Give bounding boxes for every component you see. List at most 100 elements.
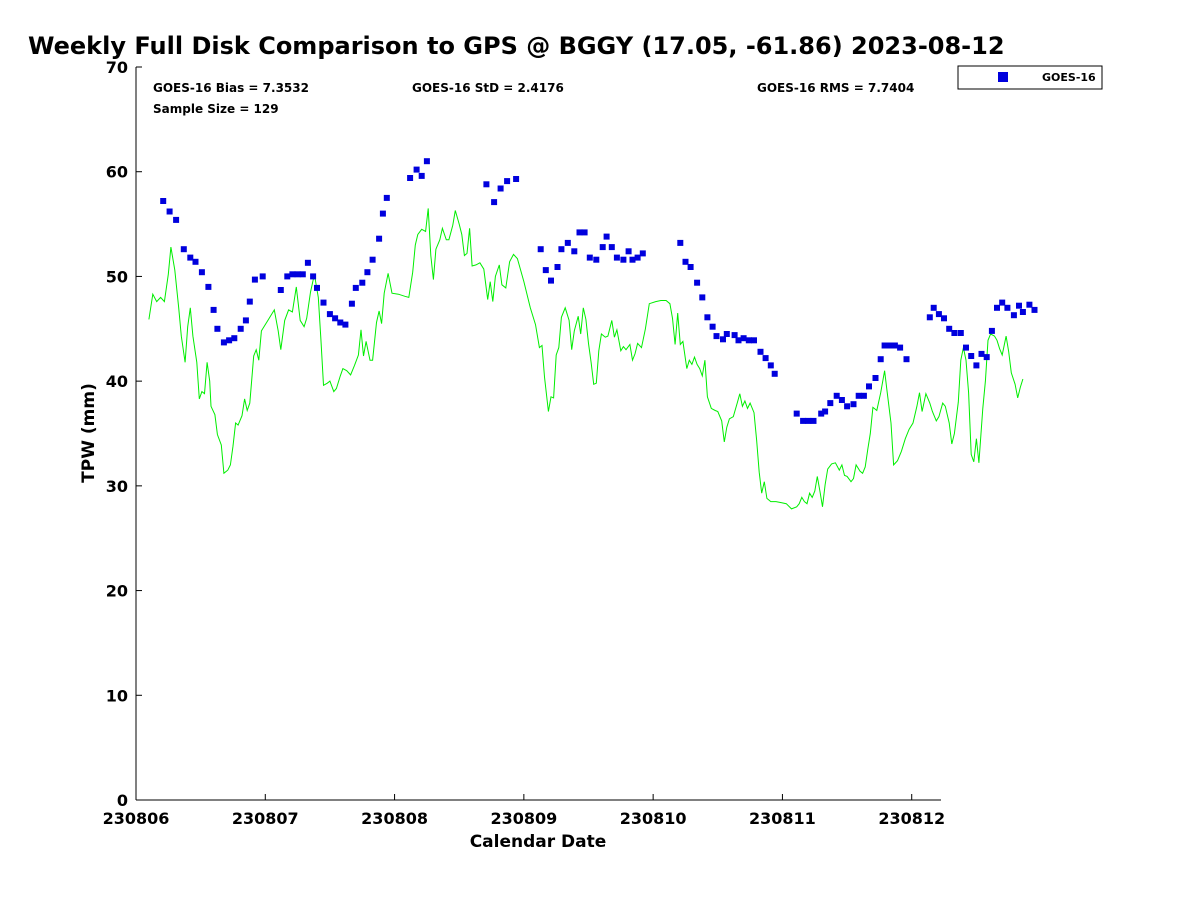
goes16-point <box>310 273 317 280</box>
goes16-point <box>299 271 306 278</box>
goes16-point <box>620 256 627 263</box>
plot-area: 0 10 20 30 40 50 60 70 230806 230807 230808 230809… <box>103 58 1038 828</box>
goes16-point <box>818 410 825 417</box>
goes16-point <box>881 342 888 349</box>
goes16-point <box>800 417 807 424</box>
goes16-point <box>713 333 720 340</box>
x-tick-label: 230806 <box>103 809 170 828</box>
goes16-point <box>793 410 800 417</box>
goes16-point <box>242 317 249 324</box>
goes16-point <box>1004 304 1011 311</box>
goes16-point <box>603 233 610 240</box>
goes16-point <box>751 337 757 344</box>
goes16-point <box>513 176 520 182</box>
goes16-point <box>359 279 366 286</box>
goes16-point <box>497 185 504 192</box>
y-tick-label: 10 <box>106 686 128 705</box>
goes16-point <box>827 400 834 407</box>
goes16-point <box>284 273 291 280</box>
goes16-point <box>423 158 430 165</box>
goes16-point <box>745 337 752 344</box>
goes16-point <box>504 178 511 185</box>
goes16-point <box>983 354 990 361</box>
x-axis-label: Calendar Date <box>470 832 607 852</box>
stat-rms: GOES-16 RMS = 7.7404 <box>757 81 914 95</box>
goes16-point <box>1019 309 1026 315</box>
goes16-point <box>838 397 845 403</box>
goes16-point <box>757 348 764 355</box>
goes16-point <box>930 304 937 311</box>
goes16-point <box>483 181 490 188</box>
goes16-point <box>491 199 498 206</box>
goes16-point <box>348 300 355 307</box>
goes16-point <box>771 370 778 377</box>
goes16-point <box>946 325 953 332</box>
y-tick-label: 50 <box>106 267 128 286</box>
goes16-point <box>978 350 985 357</box>
goes16-point <box>941 315 947 322</box>
goes16-point <box>166 208 173 215</box>
goes16-point <box>968 353 975 359</box>
goes16-point <box>581 229 588 236</box>
goes16-point <box>903 356 910 363</box>
goes16-point <box>629 256 636 263</box>
goes16-point <box>1010 312 1017 319</box>
goes16-point <box>369 256 376 263</box>
goes16-point <box>251 276 258 283</box>
goes16-point <box>723 331 730 337</box>
y-tick-label: 0 <box>117 791 128 810</box>
goes16-point <box>699 294 706 301</box>
goes16-point <box>951 330 958 336</box>
goes16-point <box>160 198 167 204</box>
goes16-point <box>198 269 205 276</box>
legend: GOES-16 <box>957 65 1103 90</box>
goes16-point <box>926 314 933 321</box>
goes16-point <box>682 258 689 265</box>
legend-label: GOES-16 <box>1042 71 1096 84</box>
goes16-point <box>548 277 554 284</box>
goes16-point <box>231 335 238 342</box>
goes16-point <box>988 327 995 334</box>
goes16-point <box>599 244 606 251</box>
goes16-point <box>304 259 311 266</box>
stat-std: GOES-16 StD = 2.4176 <box>412 81 564 95</box>
goes16-point <box>810 417 817 424</box>
goes16-point <box>891 342 898 349</box>
y-tick-label: 30 <box>106 477 128 496</box>
goes16-point <box>277 287 284 293</box>
gps-line <box>148 208 1024 510</box>
goes16-point <box>289 271 296 278</box>
chart-title: Weekly Full Disk Comparison to GPS @ BGG… <box>28 32 1005 60</box>
goes16-point <box>379 210 386 217</box>
data-marks <box>148 158 1038 510</box>
goes16-point <box>542 267 549 274</box>
goes16-point <box>639 250 646 257</box>
goes16-point <box>337 319 344 326</box>
goes16-point <box>214 325 221 332</box>
goes16-point <box>418 172 425 179</box>
goes16-point <box>342 321 349 328</box>
goes16-point <box>735 337 742 344</box>
goes16-point <box>999 299 1006 306</box>
goes16-point <box>413 166 420 173</box>
goes16-point <box>376 235 383 242</box>
x-tick-label: 230809 <box>490 809 557 828</box>
goes16-point <box>805 417 812 424</box>
goes16-point <box>558 246 565 253</box>
goes16-point <box>314 284 320 291</box>
goes16-point <box>704 314 711 321</box>
goes16-point <box>1026 301 1033 308</box>
goes16-point <box>709 323 716 330</box>
goes16-point <box>973 362 980 369</box>
x-tick-label: 230808 <box>361 809 428 828</box>
goes16-point <box>963 344 969 351</box>
goes16-point <box>740 335 747 342</box>
goes16-point <box>935 311 942 318</box>
goes16-point <box>564 239 571 246</box>
goes16-point <box>767 362 774 369</box>
goes16-point <box>210 306 217 313</box>
x-tick-label: 230807 <box>232 809 299 828</box>
y-tick-label: 70 <box>106 58 128 77</box>
goes16-point <box>326 311 333 318</box>
goes16-point <box>554 264 561 270</box>
